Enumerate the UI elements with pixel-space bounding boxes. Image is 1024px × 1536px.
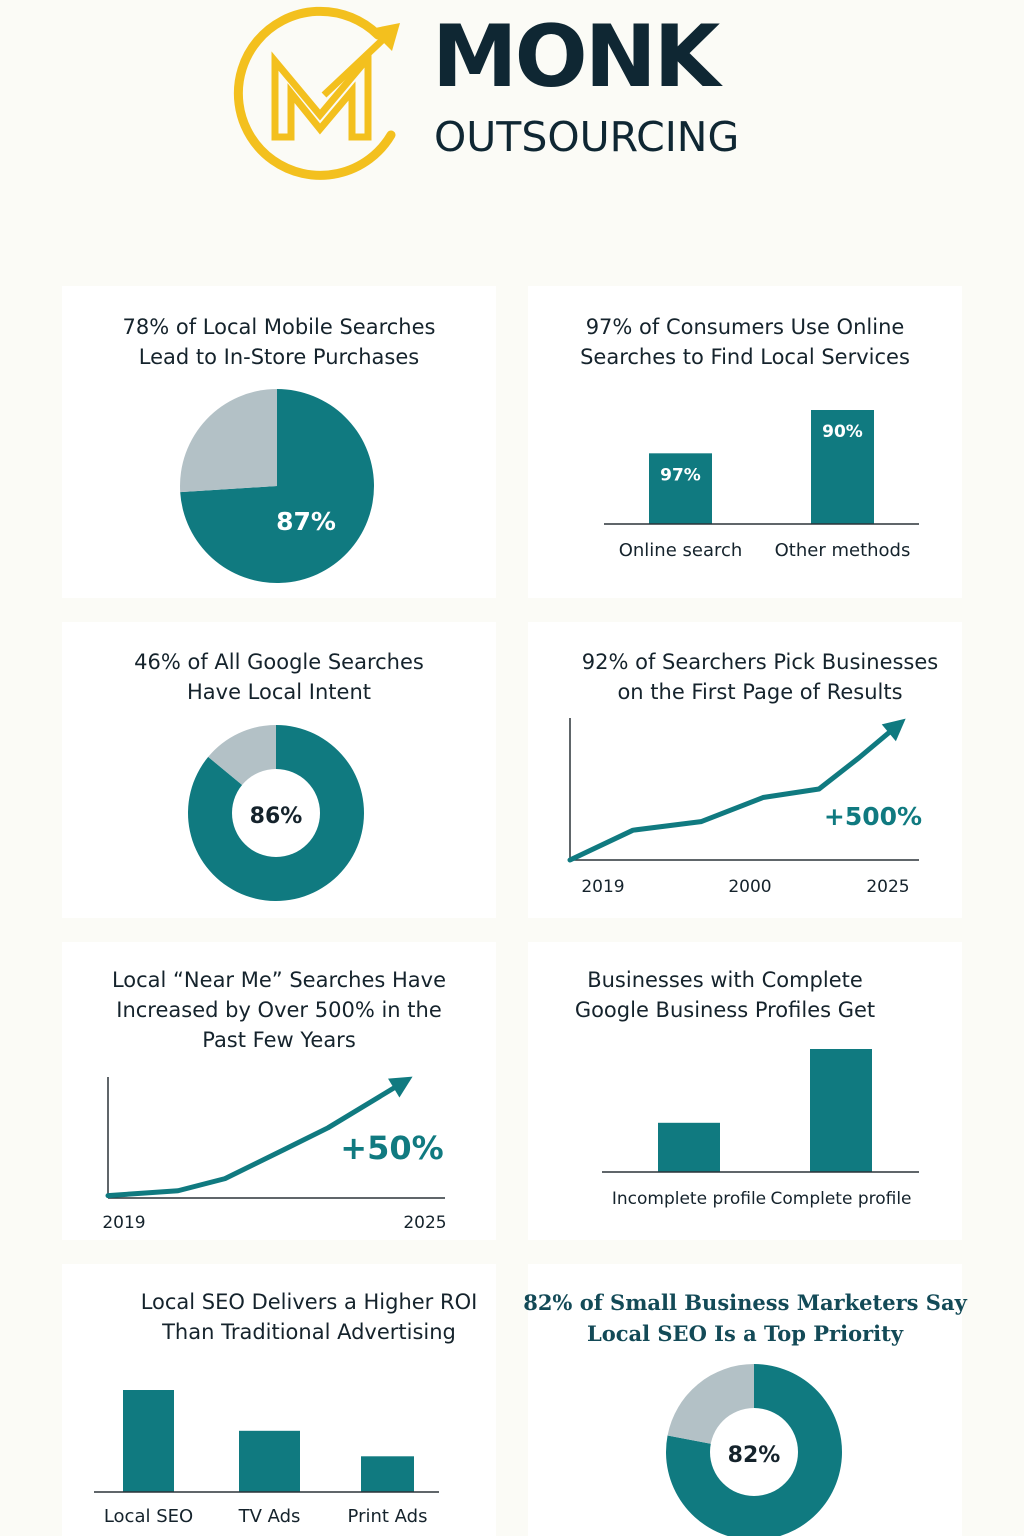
category-label: Incomplete profile bbox=[612, 1189, 766, 1209]
line-chart: 2019 2000 2025 +500% bbox=[567, 718, 922, 897]
chart-title-line: on the First Page of Results bbox=[617, 680, 903, 704]
chart-title-line: Increased by Over 500% in the bbox=[116, 998, 442, 1022]
category-label: Other methods bbox=[775, 540, 911, 561]
chart-card-small-business: 82% of Small Business Marketers Say Loca… bbox=[523, 1264, 967, 1536]
donut-hole bbox=[232, 769, 320, 857]
logo-ring bbox=[233, 6, 396, 180]
donut-chart: 82% bbox=[666, 1364, 842, 1536]
bar-value-label: 90% bbox=[822, 422, 863, 442]
chart-title-line: Businesses with Complete bbox=[587, 968, 863, 992]
bar-chart: Incomplete profile Complete profile bbox=[602, 1049, 919, 1209]
chart-title-line: Lead to In-Store Purchases bbox=[138, 345, 420, 369]
bar bbox=[361, 1456, 414, 1492]
chart-title-line: Than Traditional Advertising bbox=[162, 1320, 456, 1344]
chart-card-local-intent: 46% of All Google Searches Have Local In… bbox=[62, 622, 496, 918]
pie-slice bbox=[180, 389, 374, 583]
bar-chart: Online search 97% Other methods 90% bbox=[604, 410, 919, 561]
x-tick-label: 2019 bbox=[102, 1213, 145, 1233]
bar-chart: Local SEO TV Ads Print Ads bbox=[94, 1390, 439, 1527]
chart-title-line: Local SEO Delivers a Higher ROI bbox=[140, 1290, 478, 1314]
arrow-head bbox=[388, 1076, 413, 1098]
growth-annotation: +500% bbox=[824, 802, 922, 831]
chart-title-line: 82% of Small Business Marketers Say bbox=[523, 1290, 967, 1315]
chart-title-line: Searches to Find Local Services bbox=[580, 345, 910, 369]
logo-arrow-head bbox=[370, 23, 400, 51]
chart-title: Local SEO Delivers a Higher ROI Than Tra… bbox=[92, 1287, 526, 1347]
category-label: Complete profile bbox=[770, 1189, 911, 1209]
chart-title-line: 97% of Consumers Use Online bbox=[585, 315, 905, 339]
chart-title-line: Past Few Years bbox=[202, 1028, 356, 1052]
center-value-label: 86% bbox=[250, 804, 303, 829]
category-label: TV Ads bbox=[238, 1506, 301, 1527]
bar-value-label: 97% bbox=[660, 465, 701, 485]
category-label: Online search bbox=[619, 540, 743, 561]
x-tick-label: 2019 bbox=[581, 877, 624, 897]
series-line bbox=[105, 1079, 407, 1199]
arrow-head bbox=[881, 718, 906, 742]
chart-title-line: Local SEO Is a Top Priority bbox=[586, 1321, 904, 1346]
center-value-label: 82% bbox=[728, 1443, 781, 1468]
chart-title: 92% of Searchers Pick Businesses on the … bbox=[548, 647, 972, 707]
bar bbox=[239, 1430, 300, 1492]
chart-card-business-profiles: Businesses with Complete Google Business… bbox=[528, 942, 962, 1240]
pie-chart: 87% bbox=[180, 389, 374, 583]
logo-m-outline bbox=[271, 48, 372, 141]
chart-title-line: 46% of All Google Searches bbox=[134, 650, 424, 674]
chart-card-first-page: 92% of Searchers Pick Businesses on the … bbox=[528, 622, 962, 918]
series-line bbox=[567, 722, 901, 863]
chart-title-line: Google Business Profiles Get bbox=[574, 998, 876, 1022]
bar bbox=[658, 1122, 720, 1172]
chart-title: 82% of Small Business Marketers Say Loca… bbox=[518, 1287, 972, 1349]
chart-title-line: 78% of Local Mobile Searches bbox=[122, 315, 436, 339]
chart-title: 46% of All Google Searches Have Local In… bbox=[72, 647, 486, 707]
bar bbox=[810, 1049, 872, 1172]
bar bbox=[649, 453, 712, 524]
chart-title: 97% of Consumers Use Online Searches to … bbox=[538, 312, 952, 372]
brand-name: MONK bbox=[432, 7, 720, 107]
logo-arrow-line bbox=[321, 28, 395, 98]
chart-title: Businesses with Complete Google Business… bbox=[508, 965, 942, 1025]
chart-card-near-me: Local “Near Me” Searches Have Increased … bbox=[62, 942, 496, 1240]
donut-chart: 86% bbox=[188, 725, 365, 901]
chart-title-line: 92% of Searchers Pick Businesses bbox=[581, 650, 939, 674]
x-tick-label: 2025 bbox=[866, 877, 909, 897]
chart-title: 78% of Local Mobile Searches Lead to In-… bbox=[72, 312, 486, 372]
brand-tagline: OUTSOURCING bbox=[434, 113, 740, 161]
chart-card-roi: Local SEO Delivers a Higher ROI Than Tra… bbox=[62, 1264, 496, 1536]
growth-annotation: +50% bbox=[340, 1129, 443, 1167]
bar bbox=[811, 410, 874, 524]
donut-hole bbox=[710, 1408, 798, 1496]
monk-logo-icon bbox=[233, 6, 400, 180]
x-tick-label: 2025 bbox=[403, 1213, 446, 1233]
chart-card-mobile-purchases: 78% of Local Mobile Searches Lead to In-… bbox=[62, 286, 496, 598]
x-tick-label: 2000 bbox=[728, 877, 771, 897]
line-chart: 2019 2025 +50% bbox=[102, 1076, 447, 1233]
center-value-label: 87% bbox=[276, 507, 336, 536]
chart-card-online-search: 97% of Consumers Use Online Searches to … bbox=[528, 286, 962, 598]
category-label: Local SEO bbox=[104, 1506, 193, 1527]
chart-title-line: Have Local Intent bbox=[187, 680, 371, 704]
bar bbox=[123, 1390, 174, 1492]
pie-slice bbox=[180, 389, 277, 493]
category-label: Print Ads bbox=[348, 1506, 428, 1527]
chart-title-line: Local “Near Me” Searches Have bbox=[111, 968, 447, 992]
chart-title: Local “Near Me” Searches Have Increased … bbox=[72, 965, 486, 1055]
header: MONK OUTSOURCING bbox=[0, 0, 1024, 250]
